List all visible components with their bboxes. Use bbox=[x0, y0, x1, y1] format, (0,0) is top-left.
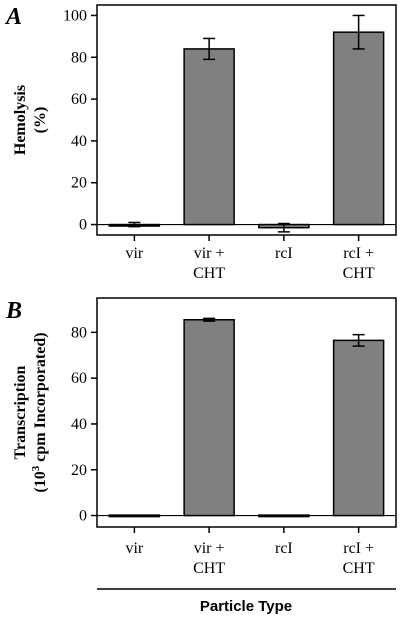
plot-frame bbox=[96, 4, 397, 236]
y-tick-label: 40 bbox=[71, 416, 87, 433]
y-axis-title-line: (103 cpm Incorporated) bbox=[30, 332, 49, 492]
x-tick-label: rcI + bbox=[343, 245, 374, 262]
x-tick-label: vir + bbox=[194, 245, 225, 262]
x-tick-label: rcI bbox=[275, 245, 293, 262]
y-axis-title-superscript: 3 bbox=[30, 465, 42, 471]
y-axis-title-line: (%) bbox=[32, 107, 49, 134]
x-tick-label: CHT bbox=[343, 560, 375, 577]
x-tick-label: rcI bbox=[275, 540, 293, 557]
y-axis-title: Hemolysis (%) bbox=[12, 85, 49, 155]
bar bbox=[258, 514, 310, 518]
x-axis-title: Particle Type bbox=[200, 598, 292, 615]
y-tick-label: 0 bbox=[79, 217, 87, 234]
y-axis-title-part: cpm Incorporated) bbox=[32, 332, 49, 465]
chart-panel-B: B 0 20 40 60 80 vir vir + CHT rcI rcI + CHT Transcri… bbox=[5, 297, 397, 577]
bar bbox=[183, 48, 235, 226]
panel-letter: A bbox=[4, 4, 22, 30]
x-tick-label: rcI + bbox=[343, 540, 374, 557]
y-tick-label: 20 bbox=[71, 175, 87, 192]
y-tick-label: 20 bbox=[71, 462, 87, 479]
bar bbox=[332, 339, 385, 517]
plot-frame bbox=[96, 297, 397, 528]
bar bbox=[183, 319, 235, 517]
y-tick-label: 60 bbox=[71, 91, 87, 108]
bar bbox=[332, 31, 385, 226]
y-tick-label: 100 bbox=[63, 7, 87, 24]
y-tick-label: 40 bbox=[71, 133, 87, 150]
bar bbox=[108, 514, 161, 518]
x-tick-label: CHT bbox=[193, 265, 225, 282]
y-tick-label: 80 bbox=[71, 324, 87, 341]
y-tick-label: 60 bbox=[71, 370, 87, 387]
y-axis-title-line: Transcription bbox=[12, 365, 29, 459]
chart-panel-A: A 0 20 40 60 80 100 vir vir + CHT rcI rcI + CHT Hemol… bbox=[4, 4, 397, 282]
y-tick-label: 80 bbox=[71, 49, 87, 66]
x-tick-label: vir bbox=[125, 540, 143, 557]
y-tick-label: 0 bbox=[79, 508, 87, 525]
panel-letter: B bbox=[5, 298, 22, 324]
y-axis-title-part: (10 bbox=[32, 471, 49, 492]
x-tick-label: vir + bbox=[194, 540, 225, 557]
y-axis-title-line: Hemolysis bbox=[12, 85, 29, 155]
x-tick-label: CHT bbox=[343, 265, 375, 282]
y-axis-title: Transcription(103 cpm Incorporated) bbox=[12, 332, 49, 492]
x-tick-label: vir bbox=[125, 245, 143, 262]
x-tick-label: CHT bbox=[193, 560, 225, 577]
